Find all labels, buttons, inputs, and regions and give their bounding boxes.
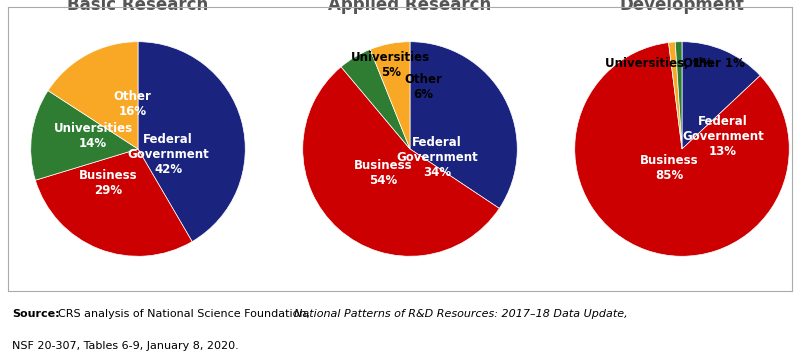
Wedge shape — [574, 43, 790, 256]
Text: Universities
5%: Universities 5% — [351, 51, 430, 79]
Text: Federal
Government
13%: Federal Government 13% — [682, 115, 764, 158]
Title: Development: Development — [619, 0, 745, 14]
Text: Federal
Government
42%: Federal Government 42% — [127, 133, 209, 176]
Text: CRS analysis of National Science Foundation,: CRS analysis of National Science Foundat… — [58, 309, 314, 319]
Wedge shape — [682, 42, 760, 149]
Title: Basic Research: Basic Research — [67, 0, 209, 14]
Wedge shape — [675, 42, 682, 149]
Wedge shape — [30, 90, 138, 180]
Title: Applied Research: Applied Research — [328, 0, 492, 14]
Text: Other
6%: Other 6% — [404, 73, 442, 101]
Text: NSF 20-307, Tables 6-9, January 8, 2020.: NSF 20-307, Tables 6-9, January 8, 2020. — [12, 341, 238, 351]
Wedge shape — [302, 67, 499, 256]
Text: Business
54%: Business 54% — [354, 159, 413, 187]
Wedge shape — [370, 42, 410, 149]
Text: National Patterns of R&D Resources: 2017–18 Data Update,: National Patterns of R&D Resources: 2017… — [294, 309, 628, 319]
Text: Other
16%: Other 16% — [114, 90, 151, 118]
Text: Universities
14%: Universities 14% — [54, 122, 133, 150]
Text: Other 1%: Other 1% — [683, 57, 745, 70]
Wedge shape — [48, 42, 138, 149]
Text: Business
29%: Business 29% — [78, 169, 138, 197]
Text: Business
85%: Business 85% — [640, 154, 698, 182]
Wedge shape — [35, 149, 192, 256]
Wedge shape — [341, 50, 410, 149]
Wedge shape — [410, 42, 518, 209]
Wedge shape — [138, 42, 246, 242]
Text: Federal
Government
34%: Federal Government 34% — [396, 136, 478, 179]
Text: Universities, 1%: Universities, 1% — [605, 57, 712, 70]
Text: Source:: Source: — [12, 309, 60, 319]
Wedge shape — [669, 42, 682, 149]
